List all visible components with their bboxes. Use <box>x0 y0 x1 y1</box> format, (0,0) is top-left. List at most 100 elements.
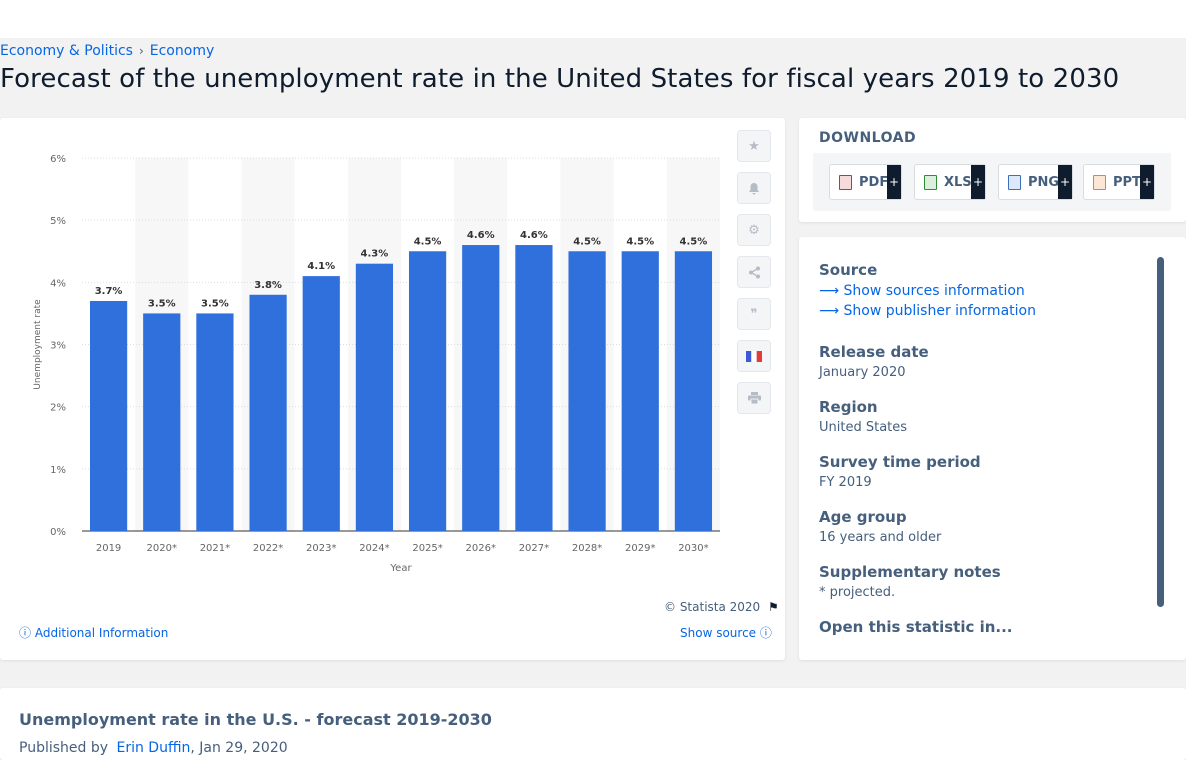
bar <box>674 251 713 531</box>
bar <box>249 294 287 531</box>
details-scrollbar[interactable] <box>1157 257 1164 607</box>
x-tick-label: 2023* <box>306 543 336 554</box>
star-icon[interactable]: ★ <box>737 130 771 162</box>
bar <box>568 251 606 531</box>
show-source-label: Show source <box>680 626 757 640</box>
download-xls-button[interactable]: XLS + <box>914 164 986 200</box>
source-section: Source ⟶ Show sources information ⟶ Show… <box>819 261 1036 319</box>
data-label: 4.6% <box>467 230 495 241</box>
y-tick-label: 2% <box>50 403 66 414</box>
copyright-text: © Statista 2020 <box>664 600 761 614</box>
age-group-value: 16 years and older <box>819 530 942 545</box>
download-png-plus[interactable]: + <box>1058 165 1072 199</box>
download-card: DOWNLOAD PDF + XLS + PNG + PPT + <box>799 118 1186 222</box>
top-bar <box>0 0 1186 38</box>
publish-date: , Jan 29, 2020 <box>190 740 288 756</box>
chevron-right-icon: › <box>138 44 144 58</box>
chart-toolbar: ★ ⚙ ❞ <box>737 130 771 424</box>
breadcrumb-link-economy[interactable]: Economy <box>149 43 215 59</box>
bar <box>302 276 340 531</box>
published-by-label: Published by <box>19 740 109 756</box>
download-buttons: PDF + XLS + PNG + PPT + <box>813 153 1171 211</box>
print-icon[interactable] <box>737 382 771 414</box>
data-label: 4.1% <box>307 261 335 272</box>
y-tick-label: 0% <box>50 527 66 538</box>
show-source-link[interactable]: Show source ⓘ <box>680 624 772 641</box>
bar <box>462 245 500 531</box>
additional-information-link[interactable]: ⓘ Additional Information <box>19 624 168 641</box>
bar <box>408 251 447 531</box>
bar <box>143 313 181 531</box>
additional-information-label: Additional Information <box>34 626 169 640</box>
download-ppt-button[interactable]: PPT + <box>1083 164 1155 200</box>
author-link[interactable]: Erin Duffin <box>116 740 191 756</box>
survey-period-section: Survey time period FY 2019 <box>819 453 981 490</box>
x-tick-label: 2026* <box>466 543 496 554</box>
age-group-section: Age group 16 years and older <box>819 508 941 545</box>
download-pdf-plus[interactable]: + <box>887 165 901 199</box>
download-heading: DOWNLOAD <box>819 130 917 146</box>
bar <box>196 313 234 531</box>
release-date-section: Release date January 2020 <box>819 343 929 380</box>
breadcrumb: Economy & Politics › Economy <box>0 43 214 59</box>
bar <box>621 251 659 531</box>
y-tick-label: 5% <box>50 216 66 227</box>
bell-icon[interactable] <box>737 172 771 204</box>
open-statistic-label: Open this statistic in... <box>819 618 1013 636</box>
share-icon[interactable] <box>737 256 771 288</box>
bar <box>355 263 394 531</box>
source-label: Source <box>819 261 878 279</box>
download-xls-plus[interactable]: + <box>971 165 985 199</box>
data-label: 3.8% <box>254 280 282 291</box>
chart-card: 0% 1% 2% 3% 4% 5% 6% 3.7% 2019 3.5% 2020* 3.5% 2021*… <box>0 118 785 660</box>
show-sources-label: Show sources information <box>843 283 1025 299</box>
release-date-label: Release date <box>819 343 929 361</box>
flag-icon[interactable]: ⚑ <box>768 600 779 614</box>
supplementary-notes-value: * projected. <box>819 585 896 600</box>
ppt-file-icon <box>1093 174 1106 190</box>
bar-chart: 0% 1% 2% 3% 4% 5% 6% 3.7% 2019 3.5% 2020* 3.5% 2021*… <box>33 154 720 574</box>
bar <box>515 245 553 531</box>
download-png-label: PNG <box>1028 174 1060 190</box>
x-tick-label: 2024* <box>359 543 389 554</box>
data-label: 4.3% <box>361 249 389 260</box>
download-ppt-plus[interactable]: + <box>1140 165 1154 199</box>
survey-period-value: FY 2019 <box>819 475 872 490</box>
release-date-value: January 2020 <box>819 365 906 380</box>
data-label: 3.7% <box>95 286 123 297</box>
show-sources-link[interactable]: ⟶ Show sources information <box>819 283 1036 299</box>
x-tick-label: 2028* <box>572 543 602 554</box>
info-circle-icon: ⓘ <box>19 626 32 640</box>
quote-icon[interactable]: ❞ <box>737 298 771 330</box>
data-label: 4.5% <box>626 236 654 247</box>
show-publisher-label: Show publisher information <box>843 303 1036 319</box>
age-group-label: Age group <box>819 508 907 526</box>
breadcrumb-link-economy-politics[interactable]: Economy & Politics <box>0 43 133 59</box>
data-label: 3.5% <box>148 298 176 309</box>
info-circle-icon: ⓘ <box>759 626 772 640</box>
data-label: 4.5% <box>680 236 708 247</box>
statistic-details-card: Source ⟶ Show sources information ⟶ Show… <box>799 237 1186 660</box>
arrow-right-icon: ⟶ <box>819 303 844 319</box>
statistic-title: Unemployment rate in the U.S. - forecast… <box>19 710 492 729</box>
x-tick-label: 2025* <box>412 543 442 554</box>
french-flag-icon[interactable] <box>737 340 771 372</box>
png-file-icon <box>1008 174 1021 190</box>
gear-icon[interactable]: ⚙ <box>737 214 771 246</box>
show-publisher-link[interactable]: ⟶ Show publisher information <box>819 303 1036 319</box>
data-label: 4.5% <box>414 236 442 247</box>
pdf-file-icon <box>839 174 852 190</box>
survey-period-label: Survey time period <box>819 453 981 471</box>
xls-file-icon <box>924 174 937 190</box>
data-label: 3.5% <box>201 298 229 309</box>
download-pdf-button[interactable]: PDF + <box>829 164 902 200</box>
y-tick-label: 4% <box>50 278 66 289</box>
open-statistic-section[interactable]: Open this statistic in... <box>819 618 1013 636</box>
x-tick-label: 2029* <box>625 543 655 554</box>
region-label: Region <box>819 398 878 416</box>
supplementary-notes-section: Supplementary notes * projected. <box>819 563 1001 600</box>
y-tick-label: 1% <box>50 465 66 476</box>
download-png-button[interactable]: PNG + <box>998 164 1073 200</box>
bar <box>89 300 128 531</box>
x-tick-label: 2021* <box>200 543 230 554</box>
